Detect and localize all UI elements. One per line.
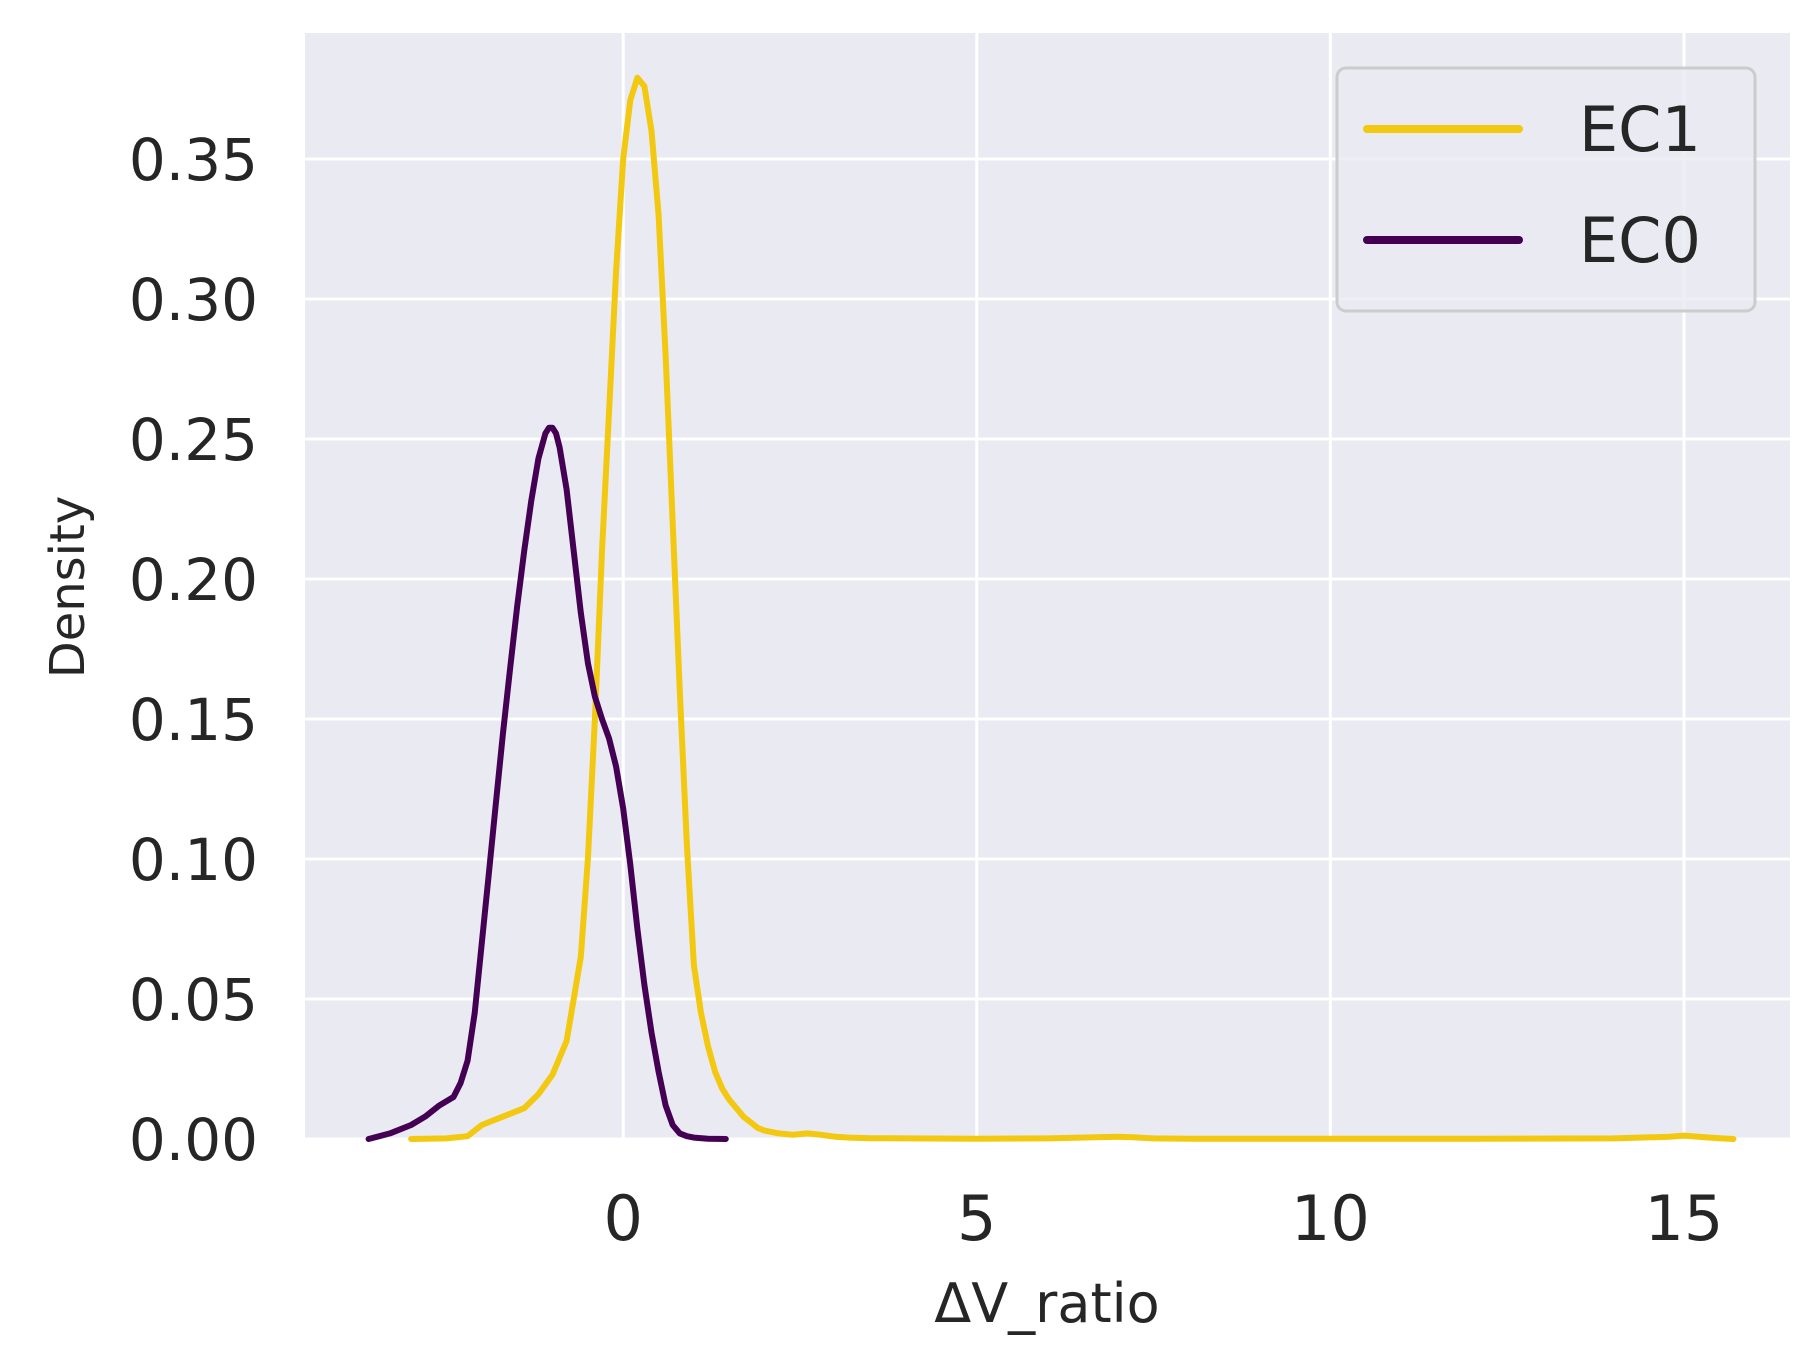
x-tick-label: 10 <box>1291 1182 1370 1255</box>
series-line-ec0 <box>365 424 729 1142</box>
x-axis-label: ΔV_ratio <box>934 1272 1159 1335</box>
y-tick-label: 0.05 <box>129 966 258 1034</box>
y-tick-label: 0.15 <box>129 686 258 754</box>
series-line-ec1 <box>408 74 1737 1142</box>
y-tick-label: 0.35 <box>129 126 258 194</box>
y-tick-label: 0.30 <box>129 266 258 334</box>
y-tick-label: 0.20 <box>129 546 258 614</box>
y-axis-label: Density <box>40 496 96 678</box>
legend-label-ec0: EC0 <box>1579 204 1701 277</box>
x-tick-label: 5 <box>957 1182 996 1255</box>
x-tick-label: 0 <box>603 1182 642 1255</box>
y-tick-labels: 0.00 0.05 0.10 0.15 0.20 0.25 0.30 0.35 <box>129 126 258 1174</box>
x-tick-labels: 0 5 10 15 <box>603 1182 1723 1255</box>
legend: EC1 EC0 <box>1335 66 1757 313</box>
y-tick-label: 0.10 <box>129 826 258 894</box>
y-tick-label: 0.00 <box>129 1106 258 1174</box>
legend-label-ec1: EC1 <box>1579 93 1701 166</box>
series-lines <box>365 74 1737 1142</box>
x-tick-label: 15 <box>1644 1182 1723 1255</box>
y-tick-label: 0.25 <box>129 406 258 474</box>
